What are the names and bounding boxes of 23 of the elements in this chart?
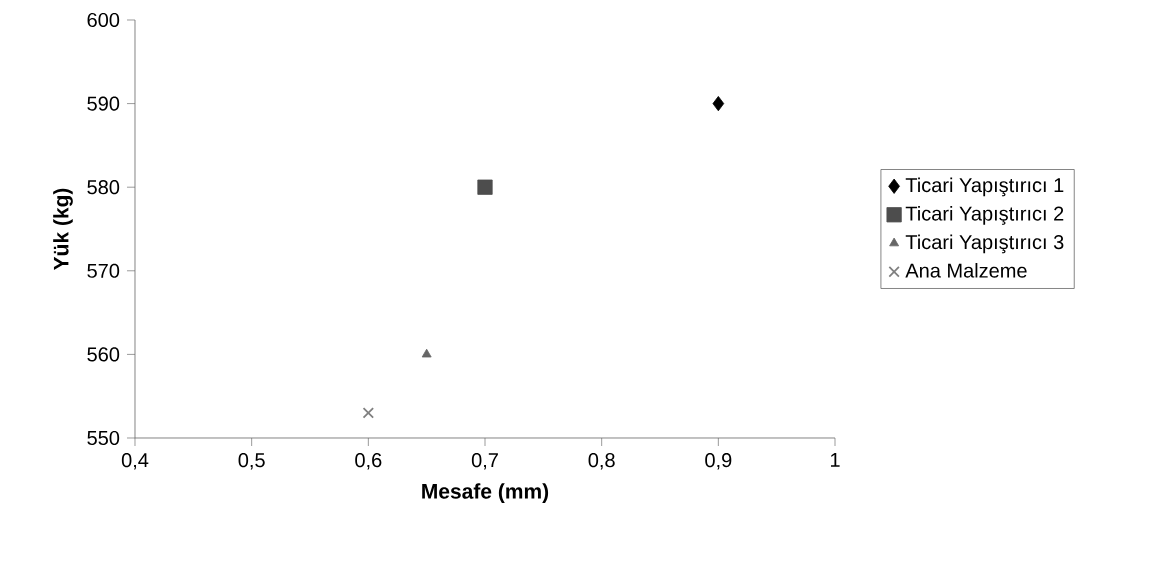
y-tick-label: 590 (87, 96, 120, 111)
legend-label: Ticari Yapıştırıcı 3 (905, 234, 1064, 254)
y-tick-label: 560 (87, 347, 120, 362)
legend-label: Ticari Yapıştırıcı 2 (905, 206, 1064, 225)
x-tick-label: 0,5 (238, 453, 265, 470)
point (421, 348, 432, 358)
x-tick-label: 0,6 (355, 453, 382, 470)
legend-label: Ana Malzeme (905, 262, 1027, 278)
y-tick-label: 570 (87, 263, 120, 278)
y-tick-label: 550 (87, 430, 120, 446)
y-tick-label: 600 (87, 12, 120, 28)
x-tick-label: 1 (830, 453, 840, 467)
x-tick-label: 0,7 (471, 453, 498, 470)
x-tick-label: 0,4 (121, 453, 149, 470)
y-axis-title: Yük (kg) (53, 188, 73, 271)
x-tick-label: 0,9 (705, 453, 732, 470)
point (477, 179, 493, 195)
y-tick-label: 580 (87, 180, 120, 195)
x-tick-label: 0,8 (588, 453, 615, 470)
point (712, 95, 725, 112)
x-axis-title: Mesafe (mm) (422, 483, 549, 503)
legend-label: Ticari Yapıştırıcı 1 (905, 177, 1064, 197)
point (362, 407, 375, 419)
